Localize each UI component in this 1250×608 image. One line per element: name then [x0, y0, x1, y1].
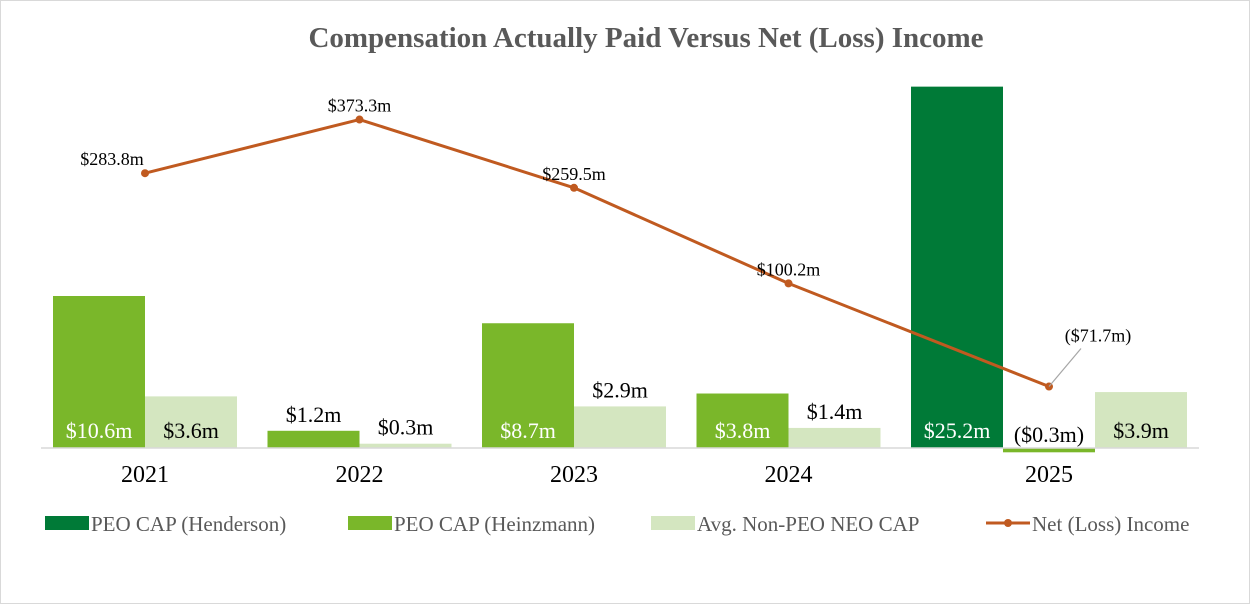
line-point-2021: [141, 169, 149, 178]
line-label-leader: [1048, 348, 1082, 387]
x-tick-label-2021: 2021: [121, 462, 169, 488]
bar-peo-cap-heinzmann-2023: [482, 323, 574, 448]
bar-label-avg-non-peo-neo-cap-2021: $3.6m: [163, 418, 219, 443]
line-layer: [141, 115, 1082, 391]
bar-label-peo-cap-heinzmann-2025: ($0.3m): [1014, 422, 1084, 447]
x-tick-label-2022: 2022: [336, 462, 384, 488]
bar-label-peo-cap-heinzmann-2022: $1.2m: [286, 402, 342, 427]
bar-avg-non-peo-neo-cap-2025: [1095, 392, 1187, 448]
line-label-2022: $373.3m: [328, 96, 392, 116]
legend-swatch: [651, 516, 695, 530]
bar-peo-cap-henderson-2025: [911, 86, 1003, 448]
bar-avg-non-peo-neo-cap-2023: [574, 406, 666, 448]
legend-swatch-marker: [1004, 519, 1012, 527]
bar-peo-cap-heinzmann-2025: [1003, 448, 1095, 453]
line-label-2024: $100.2m: [757, 259, 821, 279]
legend-label: PEO CAP (Henderson): [91, 512, 286, 536]
bar-peo-cap-heinzmann-2021: [53, 296, 145, 448]
bar-label-avg-non-peo-neo-cap-2023: $2.9m: [592, 377, 648, 402]
category-labels: 2021 2022 2023 2024 2025: [121, 462, 1073, 488]
legend-item-net-loss-income: Net (Loss) Income: [986, 512, 1189, 536]
bar-label-peo-cap-heinzmann-2023: $8.7m: [500, 418, 556, 443]
legend-swatch: [45, 516, 89, 530]
line-point-2024: [784, 279, 793, 288]
bar-label-avg-non-peo-neo-cap-2022: $0.3m: [378, 415, 434, 440]
bar-avg-non-peo-neo-cap-2024: [788, 427, 881, 448]
x-tick-label-2023: 2023: [550, 462, 598, 488]
bar-label-peo-cap-heinzmann-2024: $3.8m: [715, 418, 771, 443]
x-tick-label-2024: 2024: [765, 462, 813, 488]
line-label-2021: $283.8m: [80, 149, 144, 169]
line-point-2023: [570, 183, 578, 192]
legend-label: PEO CAP (Heinzmann): [394, 512, 595, 536]
bar-label-peo-cap-henderson-2025: $25.2m: [924, 418, 991, 443]
bar-avg-non-peo-neo-cap-2022: [359, 443, 452, 448]
line-label-2023: $259.5m: [542, 164, 606, 184]
line-label-2025: ($71.7m): [1065, 326, 1132, 347]
bar-label-avg-non-peo-neo-cap-2024: $1.4m: [807, 399, 863, 424]
legend-label: Avg. Non-PEO NEO CAP: [697, 512, 919, 536]
legend-item-peo-cap-heinzmann: PEO CAP (Heinzmann): [348, 512, 595, 536]
bar-label-avg-non-peo-neo-cap-2025: $3.9m: [1113, 418, 1169, 443]
labels-layer: $10.6m $3.6m $1.2m $0.3m $8.7m $2.9m $3.8m $1.4…: [66, 96, 1169, 447]
bar-peo-cap-heinzmann-2024: [696, 393, 789, 448]
legend-item-peo-cap-henderson: PEO CAP (Henderson): [45, 512, 286, 536]
bar-avg-non-peo-neo-cap-2021: [145, 396, 237, 448]
bar-peo-cap-heinzmann-2022: [267, 430, 360, 448]
legend-item-avg-non-peo-neo-cap: Avg. Non-PEO NEO CAP: [651, 512, 919, 536]
legend-swatch: [348, 516, 392, 530]
legend-label: Net (Loss) Income: [1032, 512, 1189, 536]
legend: PEO CAP (Henderson) PEO CAP (Heinzmann) Av…: [45, 512, 1189, 536]
x-tick-label-2025: 2025: [1025, 462, 1073, 488]
bars-layer: [53, 86, 1187, 453]
line-point-2022: [355, 115, 364, 124]
bar-label-peo-cap-heinzmann-2021: $10.6m: [66, 418, 133, 443]
chart-title: Compensation Actually Paid Versus Net (L…: [308, 22, 983, 54]
